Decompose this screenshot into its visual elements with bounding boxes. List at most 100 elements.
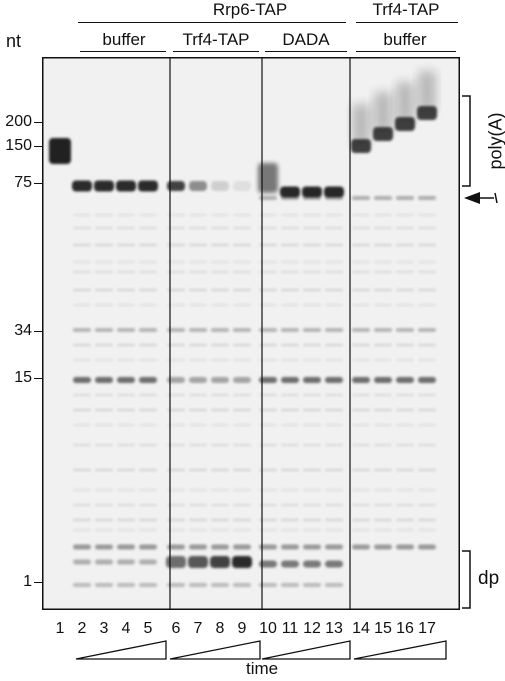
gel-faint-band xyxy=(352,393,370,397)
gel-faint-band xyxy=(233,393,251,397)
gel-faint-band xyxy=(352,503,370,507)
gel-faint-band xyxy=(281,303,299,307)
gel-band xyxy=(73,328,91,332)
gel-faint-band xyxy=(189,468,207,472)
gel-band xyxy=(396,377,414,383)
marker-label-75: 75 xyxy=(14,174,32,191)
gel-faint-band xyxy=(117,503,135,507)
gel-faint-band xyxy=(396,528,414,532)
gel-faint-band xyxy=(167,226,185,230)
gel-faint-band xyxy=(418,528,436,532)
gel-band xyxy=(303,196,321,200)
gel-faint-band xyxy=(325,213,343,217)
gel-faint-band xyxy=(396,408,414,412)
gel-faint-band xyxy=(211,528,229,532)
gel-faint-band xyxy=(418,303,436,307)
gel-faint-band xyxy=(352,358,370,362)
gel-band xyxy=(258,163,278,193)
marker-tick xyxy=(34,122,42,123)
gel-faint-band xyxy=(303,528,321,532)
gel-faint-band xyxy=(139,260,157,264)
gel-faint-band xyxy=(233,408,251,412)
gel-faint-band xyxy=(396,288,414,292)
gel-band xyxy=(167,544,185,550)
marker-label-15: 15 xyxy=(14,369,32,386)
gel-faint-band xyxy=(73,226,91,230)
gel-faint-band xyxy=(73,503,91,507)
gel-faint-band xyxy=(117,260,135,264)
gel-faint-band xyxy=(303,303,321,307)
lane-number-14: 14 xyxy=(352,620,370,637)
gel-faint-band xyxy=(374,528,392,532)
gel-faint-band xyxy=(352,488,370,492)
gel-faint-band xyxy=(259,213,277,217)
gel-faint-band xyxy=(233,488,251,492)
gel-band xyxy=(259,377,277,383)
gel-faint-band xyxy=(211,358,229,362)
gel-faint-band xyxy=(139,358,157,362)
gel-band xyxy=(233,544,251,550)
gel-faint-band xyxy=(211,518,229,522)
gel-faint-band xyxy=(167,393,185,397)
gel-band xyxy=(374,328,392,332)
gel-faint-band xyxy=(325,503,343,507)
gel-faint-band xyxy=(233,528,251,532)
gel-band-lane1 xyxy=(49,138,71,164)
gel-faint-band xyxy=(396,488,414,492)
gel-faint-band xyxy=(303,423,321,427)
gel-faint-band xyxy=(95,443,113,447)
gel-faint-band xyxy=(95,423,113,427)
gel-faint-band xyxy=(352,343,370,347)
gel-faint-band xyxy=(233,260,251,264)
lane-number-1: 1 xyxy=(55,620,65,637)
polyA-label: poly(A) xyxy=(485,112,505,170)
gel-faint-band xyxy=(139,443,157,447)
gel-faint-band xyxy=(418,226,436,230)
gel-faint-band xyxy=(259,518,277,522)
gel-faint-band xyxy=(325,303,343,307)
gel-faint-band xyxy=(259,528,277,532)
gel-band xyxy=(117,377,135,383)
gel-faint-band xyxy=(211,468,229,472)
gel-band xyxy=(259,583,277,587)
gel-faint-band xyxy=(139,343,157,347)
gel-band xyxy=(167,181,185,191)
gel-faint-band xyxy=(396,443,414,447)
gel-faint-band xyxy=(325,423,343,427)
gel-faint-band xyxy=(303,468,321,472)
gel-faint-band xyxy=(303,518,321,522)
gel-faint-band xyxy=(73,288,91,292)
gel-faint-band xyxy=(281,358,299,362)
gel-faint-band xyxy=(303,213,321,217)
gel-faint-band xyxy=(259,408,277,412)
marker-label-200: 200 xyxy=(5,113,32,130)
gel-faint-band xyxy=(418,260,436,264)
gel-faint-band xyxy=(281,408,299,412)
gel-band xyxy=(281,377,299,383)
gel-band xyxy=(281,560,299,568)
gel-faint-band xyxy=(325,226,343,230)
gel-faint-band xyxy=(233,423,251,427)
arrow-icon xyxy=(464,192,498,204)
lane-number-12: 12 xyxy=(303,620,321,637)
gel-faint-band xyxy=(211,343,229,347)
gel-faint-band xyxy=(374,408,392,412)
gel-faint-band xyxy=(211,503,229,507)
gel-band xyxy=(281,328,299,332)
gel-smear xyxy=(352,104,370,144)
gel-faint-band xyxy=(325,518,343,522)
gel-faint-band xyxy=(259,260,277,264)
gel-faint-band xyxy=(352,213,370,217)
gel-faint-band xyxy=(73,488,91,492)
gel-band xyxy=(352,196,370,200)
gel-band xyxy=(374,377,392,383)
gel-faint-band xyxy=(189,288,207,292)
gel-faint-band xyxy=(396,343,414,347)
gel-band xyxy=(281,544,299,550)
gel-faint-band xyxy=(352,260,370,264)
gel-band xyxy=(117,583,135,587)
gel-band xyxy=(189,583,207,587)
marker-label-34: 34 xyxy=(14,322,32,339)
gel-faint-band xyxy=(418,270,436,274)
